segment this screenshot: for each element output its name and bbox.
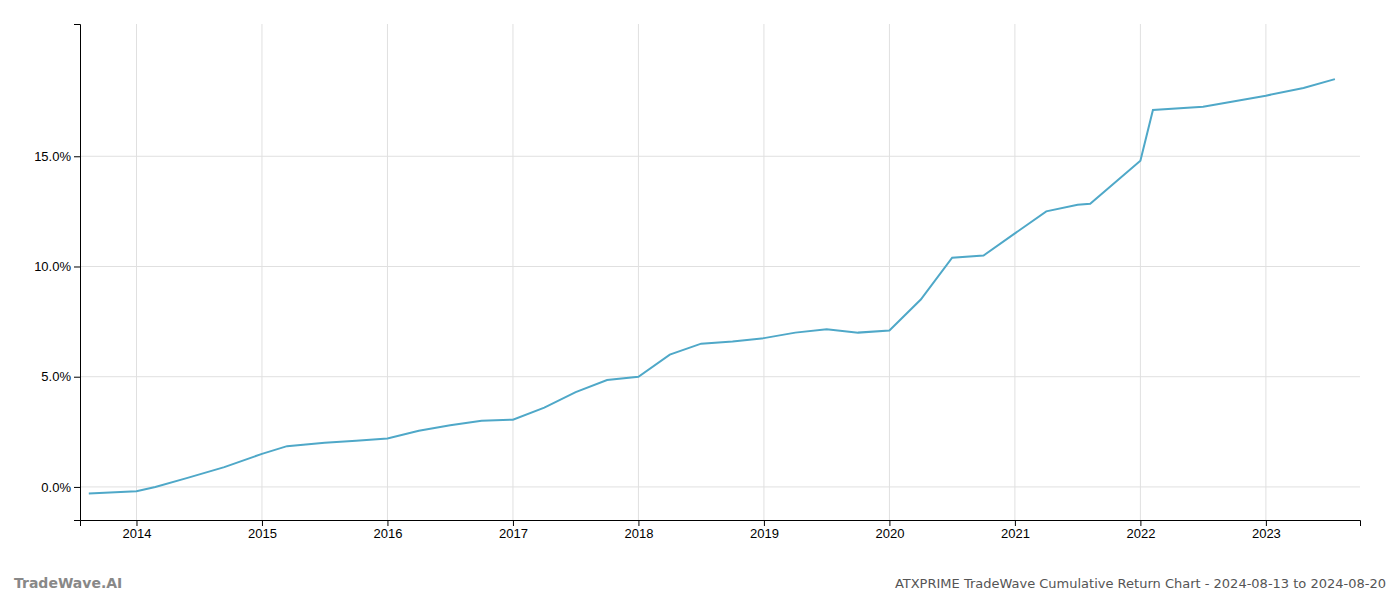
- x-tick-mark: [1140, 520, 1141, 526]
- y-tick-label: 0.0%: [41, 480, 71, 495]
- grid: [80, 24, 1360, 520]
- title: ATXPRIME TradeWave Cumulative Return Cha…: [895, 576, 1386, 591]
- grid-line-y: [80, 266, 1360, 267]
- y-tick: 5.0%: [41, 369, 80, 384]
- y-tick: 10.0%: [34, 259, 80, 274]
- y-tick-label: 5.0%: [41, 369, 71, 384]
- y-tick-mark: [74, 156, 80, 157]
- x-tick: 2015: [248, 520, 277, 541]
- x-tick-mark: [889, 520, 890, 526]
- x-tick-label: 2016: [373, 526, 402, 541]
- y-tick-label: 10.0%: [34, 259, 71, 274]
- x-tick-mark: [262, 520, 263, 526]
- x-tick-mark: [136, 520, 137, 526]
- grid-line-x: [1140, 24, 1141, 520]
- x-tick-label: 2022: [1126, 526, 1155, 541]
- x-tick: 2022: [1126, 520, 1155, 541]
- grid-line-x: [261, 24, 262, 520]
- x-tick-label: 2018: [624, 526, 653, 541]
- x-axis-line: [81, 521, 1361, 527]
- x-tick-label: 2014: [123, 526, 152, 541]
- x-tick-mark: [387, 520, 388, 526]
- line: [89, 79, 1335, 493]
- y-axis-line: [74, 25, 81, 521]
- x-axis: 2014 2015 2016 2017 2018 2019 2020 2021 2022 2023: [81, 520, 1361, 541]
- x-tick-label: 2021: [1001, 526, 1030, 541]
- y-axis: 0.0% 5.0% 10.0% 15.0%: [34, 25, 80, 521]
- x-tick: 2017: [499, 520, 528, 541]
- watermark: TradeWave.AI: [14, 575, 122, 591]
- x-tick: 2016: [373, 520, 402, 541]
- marks: [89, 79, 1335, 493]
- x-tick-label: 2019: [750, 526, 779, 541]
- grid-line-x: [889, 24, 890, 520]
- grid-line-x: [512, 24, 513, 520]
- x-tick-mark: [513, 520, 514, 526]
- y-tick-mark: [74, 487, 80, 488]
- x-tick-label: 2017: [499, 526, 528, 541]
- y-tick-mark: [74, 266, 80, 267]
- grid-line-x: [136, 24, 137, 520]
- x-tick-mark: [638, 520, 639, 526]
- grid-line-y: [80, 156, 1360, 157]
- x-tick: 2023: [1252, 520, 1281, 541]
- grid-line-x: [1265, 24, 1266, 520]
- grid-line-y: [80, 486, 1360, 487]
- grid-line-y: [80, 376, 1360, 377]
- x-tick: 2021: [1001, 520, 1030, 541]
- x-tick-mark: [1266, 520, 1267, 526]
- x-tick: 2019: [750, 520, 779, 541]
- x-tick: 2014: [123, 520, 152, 541]
- plot: 2014 2015 2016 2017 2018 2019 2020 2021 2022 2023…: [34, 24, 1360, 541]
- grid-line-x: [1014, 24, 1015, 520]
- x-tick: 2020: [875, 520, 904, 541]
- y-tick: 15.0%: [34, 149, 80, 164]
- x-tick-label: 2015: [248, 526, 277, 541]
- grid-line-x: [387, 24, 388, 520]
- x-tick: 2018: [624, 520, 653, 541]
- x-tick-label: 2023: [1252, 526, 1281, 541]
- grid-line-x: [763, 24, 764, 520]
- chart: 2014 2015 2016 2017 2018 2019 2020 2021 2022 2023…: [0, 0, 1400, 600]
- grid-line-x: [638, 24, 639, 520]
- y-tick-label: 15.0%: [34, 149, 71, 164]
- x-tick-mark: [764, 520, 765, 526]
- x-tick-label: 2020: [875, 526, 904, 541]
- y-tick-mark: [74, 377, 80, 378]
- x-tick-mark: [1015, 520, 1016, 526]
- y-tick: 0.0%: [41, 480, 80, 495]
